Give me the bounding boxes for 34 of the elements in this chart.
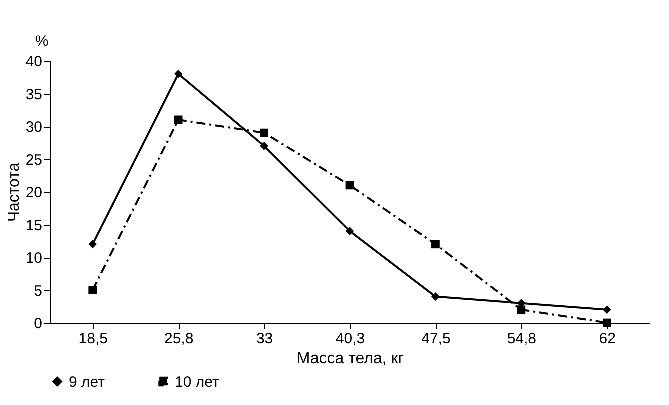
point xyxy=(260,128,268,138)
y-tick-label: 25 xyxy=(26,152,42,169)
y-axis-title: Частота xyxy=(6,162,23,222)
y-tick-label: 0 xyxy=(34,316,42,332)
x-tick-label: 18,5 xyxy=(78,330,108,348)
text: % xyxy=(35,33,49,50)
point xyxy=(260,142,268,150)
x-tick-label: 40,3 xyxy=(336,330,366,348)
point xyxy=(602,306,612,314)
point xyxy=(432,240,440,249)
point xyxy=(88,286,98,294)
point xyxy=(174,116,183,124)
point xyxy=(432,292,440,301)
y-tick-label: 10 xyxy=(26,250,42,267)
x-tick-label: 47,5 xyxy=(422,330,451,348)
x-tick-label: 33 xyxy=(256,330,274,348)
legend-label: 10 лет xyxy=(175,374,220,391)
y-tick-label: 35 xyxy=(26,86,42,104)
point xyxy=(88,240,98,249)
y-tick-label: 30 xyxy=(26,119,42,136)
x-axis-title: Масса тела, кг xyxy=(296,350,404,368)
x-tick-label: 25,8 xyxy=(164,330,194,348)
point xyxy=(517,306,526,314)
y-tick-label: 20 xyxy=(26,184,42,202)
y-tick-label: 40 xyxy=(26,54,42,70)
point xyxy=(602,318,612,328)
point xyxy=(174,70,183,78)
y-tick-label: 5 xyxy=(34,282,42,300)
y-tick-label: 15 xyxy=(26,217,42,234)
x-tick-label: 54,8 xyxy=(507,330,537,348)
x-tick-label: 62 xyxy=(599,330,616,348)
point xyxy=(346,181,354,190)
point xyxy=(346,227,354,236)
legend-label: 9 лет xyxy=(69,374,106,391)
